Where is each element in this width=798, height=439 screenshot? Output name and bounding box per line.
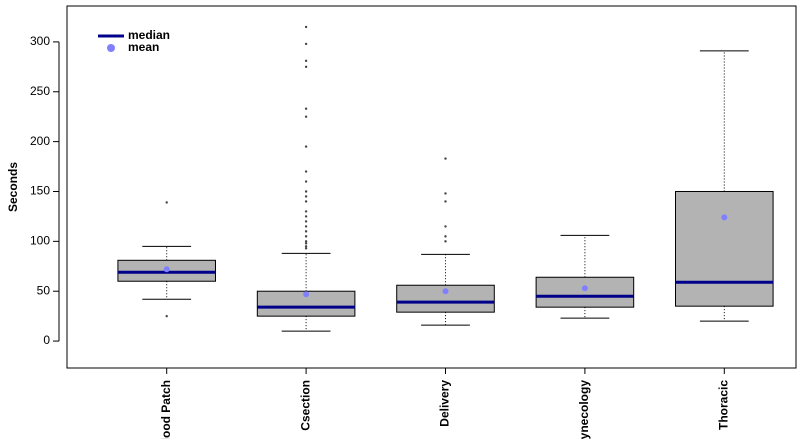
outlier	[304, 145, 308, 148]
outlier	[304, 215, 308, 218]
outlier	[304, 247, 308, 250]
box	[675, 190, 774, 307]
mean	[721, 214, 728, 221]
outlier	[304, 170, 308, 173]
outlier	[304, 115, 308, 118]
outlier	[444, 157, 447, 160]
x-tick-label: Delivery	[438, 380, 452, 427]
outlier	[165, 201, 168, 204]
box	[535, 276, 635, 308]
y-tick-label: 300	[30, 34, 50, 48]
outlier	[444, 192, 447, 195]
outlier	[304, 242, 308, 245]
outlier	[304, 235, 308, 238]
y-axis-label: Seconds	[6, 162, 20, 212]
mean	[581, 285, 588, 292]
outlier	[304, 25, 308, 29]
mean	[163, 266, 170, 273]
plot-frame	[66, 5, 797, 369]
y-tick-label: 150	[30, 184, 50, 198]
legend-mean-key	[107, 44, 115, 52]
x-tick-label: Blood Patch	[159, 380, 173, 439]
outlier	[304, 230, 308, 233]
outlier	[304, 190, 308, 193]
y-tick-label: 50	[37, 283, 51, 297]
outlier	[304, 195, 308, 198]
outlier	[304, 220, 308, 223]
mean	[303, 291, 310, 298]
outlier	[304, 107, 308, 110]
outlier	[444, 225, 447, 228]
legend-label: median	[128, 28, 170, 42]
outlier	[444, 235, 447, 238]
outlier	[444, 240, 447, 243]
outlier	[304, 180, 308, 183]
outlier	[304, 210, 308, 213]
legend-label: mean	[128, 40, 159, 54]
outlier	[165, 314, 168, 318]
outlier	[304, 59, 308, 63]
y-tick-label: 0	[43, 333, 50, 347]
x-tick-label: Thoracic	[716, 380, 730, 430]
outlier	[304, 42, 308, 46]
outlier	[304, 65, 308, 69]
mean	[442, 288, 449, 295]
outlier	[304, 240, 308, 243]
outlier	[444, 200, 447, 203]
outlier	[304, 200, 308, 203]
y-tick-label: 250	[30, 84, 50, 98]
x-tick-label: Gynecology	[577, 380, 591, 439]
y-tick-label: 100	[30, 234, 50, 248]
outlier	[304, 225, 308, 228]
y-tick-label: 200	[30, 134, 50, 148]
x-tick-label: Csection	[298, 380, 312, 431]
outlier	[304, 245, 308, 248]
